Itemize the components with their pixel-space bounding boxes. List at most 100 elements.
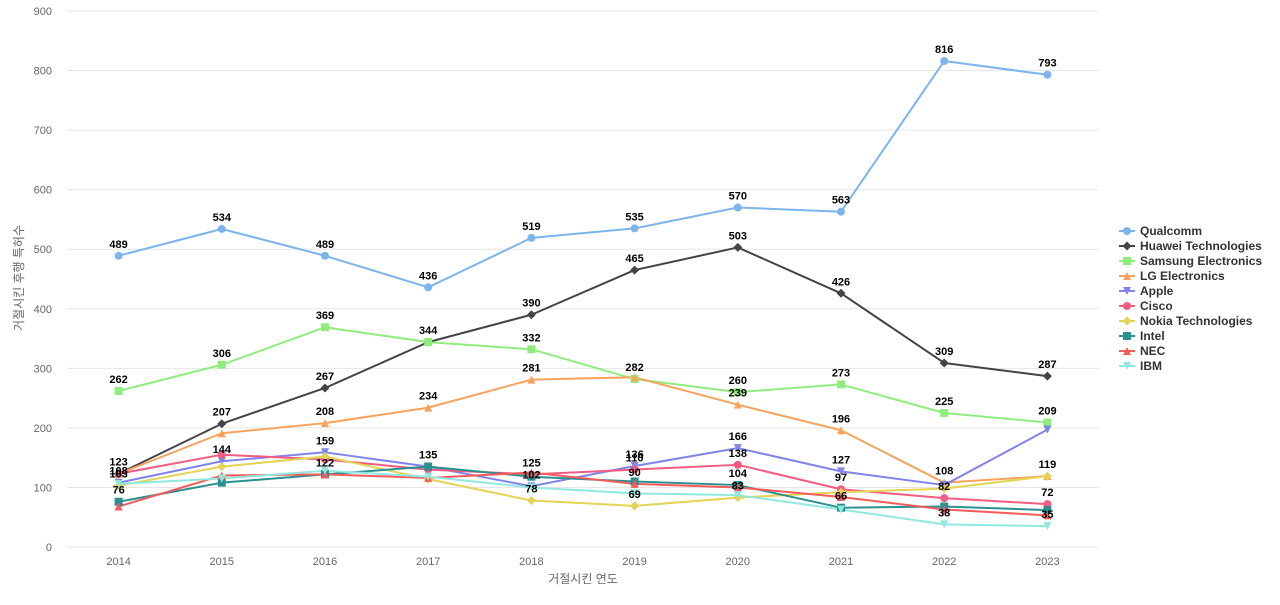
- data-point[interactable]: [526, 496, 536, 506]
- data-point[interactable]: [527, 483, 536, 492]
- data-point[interactable]: [217, 457, 226, 466]
- data-point[interactable]: [733, 203, 742, 212]
- data-point[interactable]: [217, 462, 227, 472]
- data-point[interactable]: [940, 409, 949, 417]
- data-point[interactable]: [939, 484, 949, 494]
- data-point[interactable]: [114, 386, 123, 395]
- data-point[interactable]: [114, 497, 123, 506]
- data-point[interactable]: [320, 383, 330, 393]
- data-point[interactable]: [424, 403, 433, 412]
- data-point[interactable]: [321, 251, 329, 260]
- data-label: 135: [419, 450, 437, 462]
- data-point[interactable]: [1043, 522, 1052, 531]
- data-point[interactable]: [424, 462, 433, 471]
- data-point[interactable]: [630, 479, 639, 488]
- data-point[interactable]: [424, 283, 433, 292]
- data-point[interactable]: [940, 494, 949, 503]
- y-axis-title: 거절시킨 후행 특허수: [11, 225, 26, 331]
- data-label: 369: [316, 310, 334, 322]
- legend-label: Qualcomm: [1140, 224, 1202, 238]
- data-point[interactable]: [630, 501, 640, 511]
- data-point[interactable]: [1043, 511, 1052, 520]
- data-point[interactable]: [1043, 425, 1052, 434]
- data-point[interactable]: [114, 469, 123, 478]
- data-point[interactable]: [733, 242, 743, 252]
- legend-item[interactable]: Qualcomm: [1119, 224, 1202, 238]
- data-label: 104: [729, 468, 748, 480]
- data-point[interactable]: [837, 505, 845, 514]
- data-point[interactable]: [1043, 418, 1052, 427]
- legend-item[interactable]: Huawei Technologies: [1119, 239, 1262, 253]
- data-point[interactable]: [940, 520, 949, 529]
- series-line: [118, 246, 1048, 475]
- data-point[interactable]: [217, 474, 226, 483]
- y-axis-ticks: 0 100 200 300 400 500 600 700 800 900: [34, 6, 52, 554]
- data-point[interactable]: [733, 460, 742, 469]
- data-point[interactable]: [837, 467, 845, 476]
- x-tick-label: 2019: [622, 556, 646, 568]
- data-point[interactable]: [321, 323, 329, 332]
- data-point[interactable]: [630, 465, 639, 474]
- data-point[interactable]: [321, 419, 329, 428]
- data-point[interactable]: [527, 472, 536, 481]
- data-point[interactable]: [630, 224, 639, 233]
- data-point[interactable]: [630, 265, 640, 275]
- data-point[interactable]: [527, 345, 536, 354]
- data-point[interactable]: [526, 310, 536, 320]
- data-point[interactable]: [1043, 506, 1052, 515]
- legend-item[interactable]: LG Electronics: [1119, 269, 1225, 283]
- legend-item[interactable]: Samsung Electronics: [1119, 254, 1262, 268]
- data-point[interactable]: [217, 224, 226, 233]
- data-point[interactable]: [217, 360, 226, 369]
- data-point[interactable]: [630, 373, 639, 382]
- legend-item[interactable]: Cisco: [1119, 299, 1173, 313]
- data-point[interactable]: [939, 358, 949, 368]
- data-point[interactable]: [320, 451, 330, 461]
- legend-item[interactable]: NEC: [1119, 344, 1166, 358]
- data-point[interactable]: [733, 491, 742, 500]
- data-point[interactable]: [837, 492, 845, 501]
- legend-item[interactable]: Apple: [1119, 284, 1174, 298]
- data-point[interactable]: [940, 57, 949, 66]
- data-point[interactable]: [217, 450, 226, 459]
- series-line: [118, 60, 1048, 289]
- data-point[interactable]: [527, 468, 536, 477]
- data-point[interactable]: [1042, 471, 1052, 481]
- data-point[interactable]: [114, 502, 123, 511]
- legend-item[interactable]: Nokia Technologies: [1119, 314, 1253, 328]
- data-point[interactable]: [733, 400, 742, 409]
- data-point[interactable]: [940, 505, 949, 514]
- data-point[interactable]: [217, 429, 226, 438]
- data-point[interactable]: [1042, 371, 1052, 381]
- data-point[interactable]: [1043, 70, 1052, 79]
- x-tick-label: 2020: [726, 556, 750, 568]
- data-point[interactable]: [217, 419, 227, 429]
- data-point[interactable]: [114, 479, 123, 488]
- data-point[interactable]: [837, 380, 845, 389]
- data-label: 166: [729, 431, 747, 443]
- data-point[interactable]: [836, 487, 846, 497]
- data-point[interactable]: [630, 489, 639, 498]
- data-point[interactable]: [217, 478, 226, 487]
- data-point[interactable]: [733, 388, 742, 397]
- x-tick-label: 2018: [519, 556, 543, 568]
- data-point[interactable]: [837, 426, 845, 435]
- y-tick-label: 600: [34, 185, 52, 197]
- data-point[interactable]: [114, 251, 123, 260]
- y-tick-label: 200: [34, 423, 52, 435]
- data-point[interactable]: [837, 207, 845, 216]
- y-tick-label: 900: [34, 6, 52, 18]
- data-point[interactable]: [733, 444, 742, 453]
- legend-item[interactable]: IBM: [1119, 359, 1162, 373]
- data-point[interactable]: [527, 375, 536, 384]
- data-point[interactable]: [321, 466, 329, 475]
- series-line: [118, 469, 1048, 528]
- data-point[interactable]: [527, 233, 536, 242]
- data-point[interactable]: [836, 288, 846, 298]
- data-point[interactable]: [733, 483, 742, 492]
- data-point[interactable]: [424, 338, 433, 347]
- legend-item[interactable]: Intel: [1119, 329, 1165, 343]
- legend-label: NEC: [1140, 344, 1166, 358]
- data-point[interactable]: [424, 472, 433, 481]
